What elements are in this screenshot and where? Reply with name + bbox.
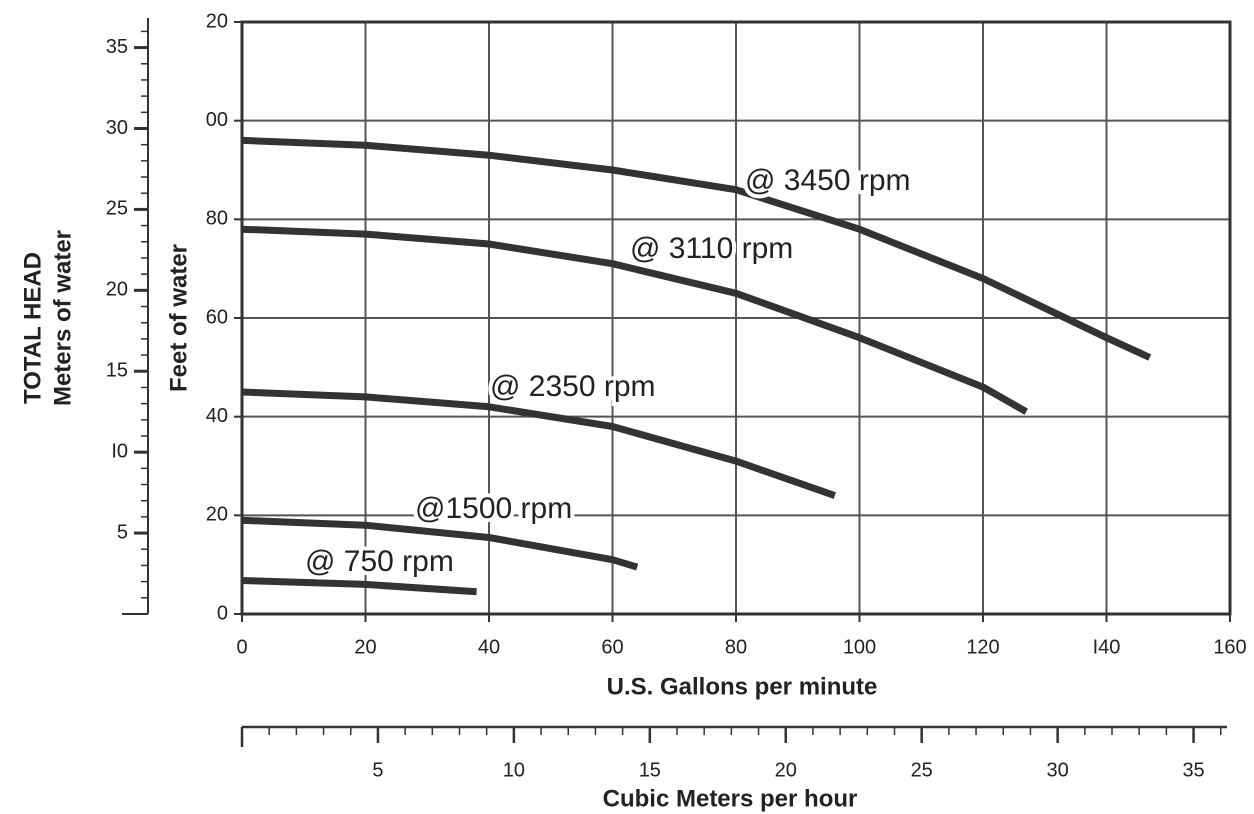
series-label: @ 3110 rpm: [630, 232, 793, 265]
series-label: @ 2350 rpm: [490, 370, 656, 403]
x-tick-label: 80: [725, 636, 747, 658]
x2-axis-title: Cubic Meters per hour: [603, 785, 858, 812]
y-tick-label: 80: [206, 208, 228, 230]
x-tick-label: 40: [478, 636, 500, 658]
y-tick-label: 60: [206, 306, 228, 328]
series-label: @ 3450 rpm: [745, 164, 911, 197]
x-tick-label: 0: [236, 636, 247, 658]
y2-axis-title-top: TOTAL HEAD: [19, 252, 46, 404]
plot-border: [240, 20, 1232, 616]
y-tick-label: 00: [206, 109, 228, 131]
pump-curve: [241, 388, 836, 499]
x2-tick-label: 35: [1182, 759, 1204, 781]
y2-tick-label: 30: [106, 117, 128, 139]
x-tick-label: 160: [1213, 636, 1246, 658]
x-tick-label: 100: [843, 636, 876, 658]
pump-curve: [241, 136, 1152, 361]
x2-tick-label: 15: [639, 759, 661, 781]
x2-tick-label: 20: [775, 759, 797, 781]
y2-tick-label: 25: [106, 198, 128, 220]
y-tick-label: 40: [206, 405, 228, 427]
pump-curve: [241, 577, 477, 596]
y-tick-label: 0: [217, 602, 228, 624]
x-tick-label: 120: [966, 636, 999, 658]
x-axis-title: U.S. Gallons per minute: [607, 673, 878, 700]
y-axis-title: Feet of water: [165, 244, 192, 392]
x2-tick-label: 25: [911, 759, 933, 781]
x-tick-label: I40: [1093, 636, 1121, 658]
y2-axis-title: Meters of water: [49, 230, 76, 406]
pump-curve: [241, 225, 1028, 415]
x-tick-label: 60: [601, 636, 623, 658]
y2-tick-label: 20: [106, 279, 128, 301]
x-tick-label: 20: [354, 636, 376, 658]
x2-tick-label: 10: [503, 759, 525, 781]
series-label: @1500 rpm: [415, 492, 572, 525]
y2-tick-label: 35: [106, 36, 128, 58]
y2-tick-label: 15: [106, 360, 128, 382]
y-tick-label: 20: [206, 504, 228, 526]
y-tick-label: 20: [206, 10, 228, 32]
x2-tick-label: 30: [1047, 759, 1069, 781]
y2-tick-label: I0: [111, 440, 128, 462]
pump-curve: [241, 516, 639, 571]
y2-tick-label: 5: [117, 521, 128, 543]
x2-tick-label: 5: [372, 759, 383, 781]
series-label: @ 750 rpm: [305, 545, 454, 578]
